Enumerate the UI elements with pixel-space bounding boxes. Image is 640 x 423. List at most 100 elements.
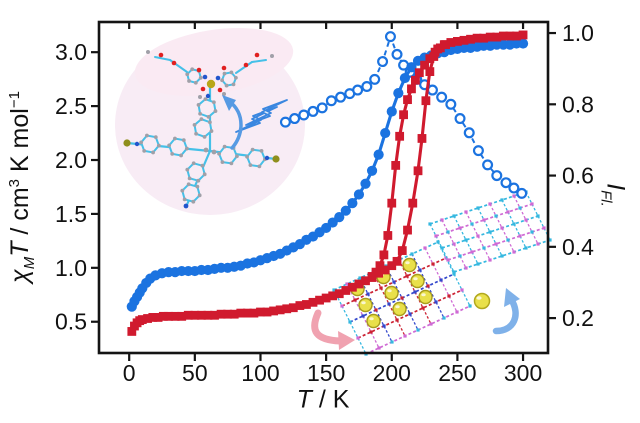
data-point-marker [307,105,319,117]
data-point-marker [420,60,429,70]
data-point-marker [472,145,484,157]
data-point-marker [352,84,364,96]
data-point-marker [361,276,370,286]
data-point-marker [197,310,206,320]
data-point-marker [256,307,265,317]
data-point-marker [315,295,324,305]
axes: 0 50 100 150 200 250 300 0.5 1.0 1.5 2.0 2.5 3.0 0.2 0… [55,20,594,386]
data-point-marker [288,303,298,313]
data-point-marker [282,304,292,314]
data-point-marker [453,37,462,46]
data-point-marker [177,311,187,321]
data-point-marker [341,286,351,295]
y-left-tick-label: 2.0 [55,147,87,173]
data-point-marker [463,127,475,139]
data-point-marker [391,48,403,60]
empty-framework-inset [428,190,552,274]
y-left-tick-label: 1.0 [55,255,87,281]
data-point-marker [512,31,521,41]
data-point-marker [479,33,489,43]
data-point-marker [377,56,389,68]
data-point-marker [441,40,450,50]
data-point-marker [353,189,365,200]
data-point-marker [210,310,219,320]
lightning-bolt-icon [235,99,288,133]
data-point-marker [158,311,168,321]
data-point-marker [500,177,512,189]
y-right-tick-label: 1.0 [562,20,594,46]
data-point-marker [435,43,445,53]
data-point-marker [347,198,358,209]
guest-framework-inset [332,240,472,356]
data-point-marker [316,102,328,114]
data-point-marker [425,67,435,76]
data-point-marker [148,313,158,322]
data-point-marker [223,309,233,319]
data-point-marker [505,31,515,41]
data-point-marker [249,308,259,318]
data-point-marker [485,32,495,42]
data-point-marker [383,231,393,240]
series-chiMT-red-cooling [367,40,450,281]
y-left-tick-label: 1.5 [55,201,87,227]
data-point-marker [421,96,431,106]
data-point-marker [403,95,412,105]
pink-curved-arrow-icon [311,309,355,350]
data-point-marker [321,293,331,303]
y-right-tick-label: 0.8 [562,91,594,117]
data-point-marker [397,246,407,255]
data-point-marker [360,178,371,189]
y-axis-label-right: IFl. [597,183,630,207]
data-point-marker [411,75,420,85]
data-point-marker [392,256,402,266]
data-point-marker [262,307,272,317]
data-point-marker [366,165,378,176]
guest-sphere [384,285,399,301]
guest-sphere [366,313,381,329]
data-point-marker [482,159,494,171]
data-point-marker [298,109,310,121]
data-point-marker [289,113,301,125]
data-point-marker [407,84,416,94]
data-point-marker [508,182,520,194]
data-point-marker [454,113,466,125]
x-tick-label: 200 [373,360,411,386]
data-point-marker [498,31,508,41]
data-point-marker [386,106,397,117]
data-point-marker [236,308,246,318]
data-point-marker [387,198,397,208]
data-point-marker [492,32,502,42]
data-point-marker [517,38,529,49]
x-tick-label: 250 [438,360,476,386]
x-axis-label: T / K [296,385,350,414]
x-tick-label: 300 [504,360,542,386]
y-left-tick-label: 2.5 [55,93,87,119]
data-point-marker [279,116,291,128]
data-point-marker [229,309,239,319]
data-point-marker [391,160,401,170]
data-point-marker [384,31,396,43]
data-point-marker [183,310,193,320]
data-point-marker [518,30,528,40]
y-right-tick-label: 0.2 [562,305,594,331]
data-point-marker [408,198,418,208]
free-guest-sphere [473,292,491,310]
data-point-marker [516,187,528,199]
data-point-marker [325,95,337,107]
data-point-marker [347,282,357,292]
guest-sphere [402,257,417,273]
data-point-marker [399,72,410,84]
complex-halo-blob [134,28,294,96]
data-point-marker [406,62,417,73]
data-point-marker [170,311,180,321]
data-point-marker [334,212,345,223]
data-point-marker [414,68,424,78]
data-point-marker [426,84,438,96]
data-point-marker [295,301,305,310]
data-point-marker [395,131,405,141]
x-tick-label: 150 [307,360,345,386]
data-point-marker [472,33,482,43]
data-point-marker [375,261,385,271]
